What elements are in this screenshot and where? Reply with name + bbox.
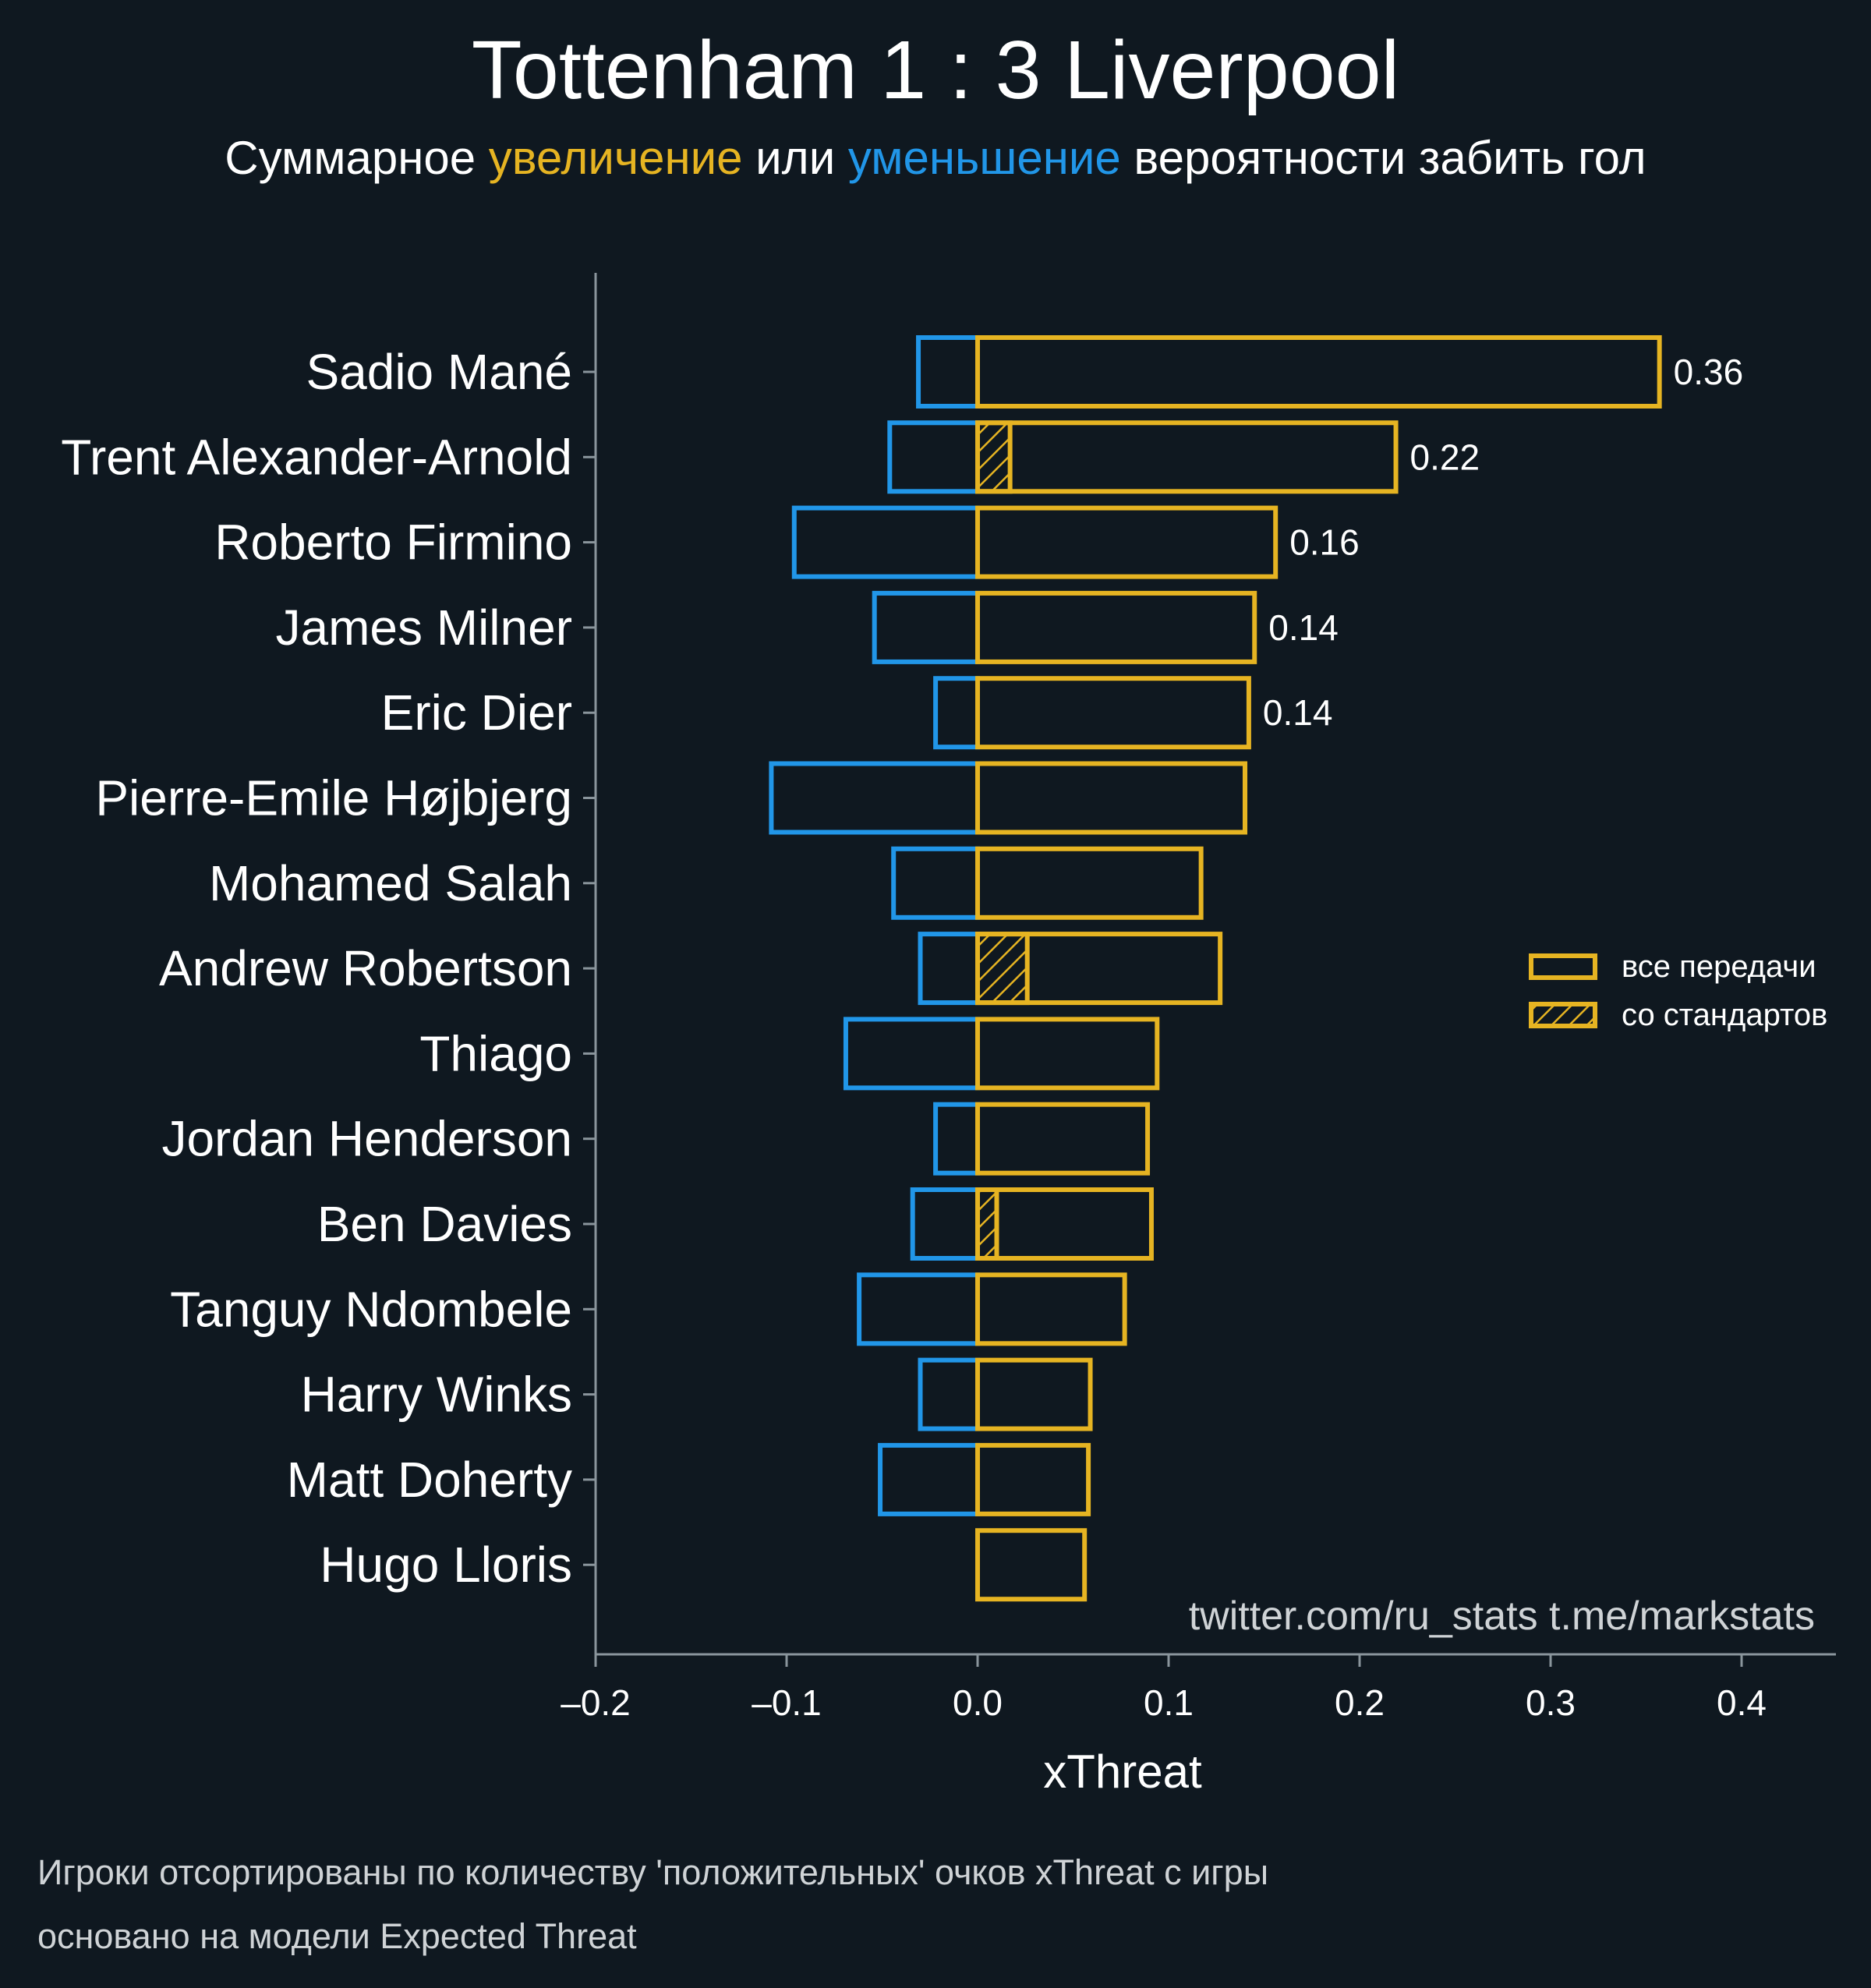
axes-layer <box>583 273 1836 1667</box>
negative-bar <box>857 1272 980 1346</box>
y-tick-label: Pierre-Emile Højbjerg <box>95 770 572 826</box>
positive-bar <box>975 505 1279 579</box>
y-tick-label: Jordan Henderson <box>161 1111 572 1167</box>
y-tick-label: Roberto Firmino <box>214 515 572 571</box>
positive-bar <box>975 932 1223 1006</box>
negative-bar <box>878 1442 981 1516</box>
subtitle-negative-word: уменьшение <box>847 132 1121 184</box>
subtitle-positive-word: увеличение <box>488 132 743 184</box>
chart-subtitle: Суммарное увеличение или уменьшение веро… <box>0 131 1871 185</box>
positive-bar <box>975 761 1247 835</box>
data-label: 0.36 <box>1674 352 1744 392</box>
positive-bar <box>975 1357 1093 1431</box>
negative-bar <box>872 590 980 664</box>
negative-bar <box>910 1187 980 1261</box>
subtitle-part1: Суммарное <box>225 132 489 184</box>
legend-swatch-outline <box>1529 953 1597 980</box>
x-tick-label: 0.2 <box>1335 1682 1385 1723</box>
y-tick-label: Harry Winks <box>301 1367 572 1423</box>
positive-bar <box>975 1442 1091 1516</box>
footnote-line-2: основано на модели Expected Threat <box>37 1916 637 1956</box>
negative-bar <box>933 1102 980 1176</box>
y-tick-label: Hugo Lloris <box>320 1537 572 1593</box>
set-piece-bar <box>975 1187 999 1261</box>
x-tick-label: –0.1 <box>752 1682 822 1723</box>
y-tick-label: Tanguy Ndombele <box>170 1281 572 1337</box>
subtitle-part2: или <box>742 132 848 184</box>
subtitle-part3: вероятности забить гол <box>1120 132 1646 184</box>
negative-bar <box>916 335 981 409</box>
y-tick-label: Andrew Robertson <box>159 940 572 996</box>
negative-bar <box>769 761 981 835</box>
legend-label: все передачи <box>1622 950 1816 984</box>
negative-bar <box>918 932 980 1006</box>
data-label: 0.22 <box>1410 437 1480 477</box>
positive-bar <box>975 1272 1127 1346</box>
x-axis-label: xThreat <box>1043 1746 1202 1798</box>
y-tick-label: Sadio Mané <box>306 344 572 400</box>
positive-bar <box>975 420 1399 494</box>
y-tick-label: Matt Doherty <box>287 1452 572 1508</box>
positive-bar <box>975 1017 1160 1091</box>
y-tick-label: Ben Davies <box>317 1196 572 1252</box>
y-tick-label: Mohamed Salah <box>209 855 572 911</box>
positive-bar <box>975 590 1257 664</box>
x-tick-label: 0.0 <box>953 1682 1003 1723</box>
positive-bar <box>975 846 1204 920</box>
bars-layer <box>769 335 1662 1602</box>
positive-bar <box>975 335 1662 409</box>
legend: все передачи со стандартов <box>1529 950 1827 1032</box>
data-label: 0.14 <box>1268 607 1339 648</box>
footnote-line-1: Игроки отсортированы по количеству 'поло… <box>37 1852 1269 1892</box>
legend-swatch-hatched <box>1529 1002 1597 1028</box>
positive-bar <box>975 1102 1151 1176</box>
y-tick-label: James Milner <box>275 600 572 656</box>
chart-title: Tottenham 1 : 3 Liverpool <box>471 24 1400 116</box>
positive-bar <box>975 1187 1154 1261</box>
data-label: 0.14 <box>1263 692 1333 733</box>
x-tick-label: 0.4 <box>1717 1682 1767 1723</box>
negative-bar <box>791 505 980 579</box>
x-tick-label: 0.1 <box>1144 1682 1194 1723</box>
labels-layer: 0.36 Sadio Mané 0.22 Trent Alexander-Arnold… <box>61 344 1767 1723</box>
negative-bar <box>933 676 980 750</box>
legend-label: со стандартов <box>1622 998 1827 1032</box>
set-piece-bar <box>975 932 1030 1006</box>
credits-text: twitter.com/ru_stats t.me/markstats <box>1189 1594 1815 1639</box>
set-piece-bar <box>975 420 1013 494</box>
data-label: 0.16 <box>1289 522 1360 563</box>
y-tick-label: Eric Dier <box>381 684 572 741</box>
y-tick-label: Trent Alexander-Arnold <box>61 429 572 485</box>
x-tick-label: –0.2 <box>561 1682 631 1723</box>
positive-bar <box>975 1528 1088 1602</box>
x-tick-label: 0.3 <box>1526 1682 1576 1723</box>
negative-bar <box>887 420 981 494</box>
positive-bar <box>975 676 1251 750</box>
negative-bar <box>843 1017 980 1091</box>
negative-bar <box>918 1357 980 1431</box>
y-tick-label: Thiago <box>419 1025 572 1081</box>
negative-bar <box>891 846 980 920</box>
